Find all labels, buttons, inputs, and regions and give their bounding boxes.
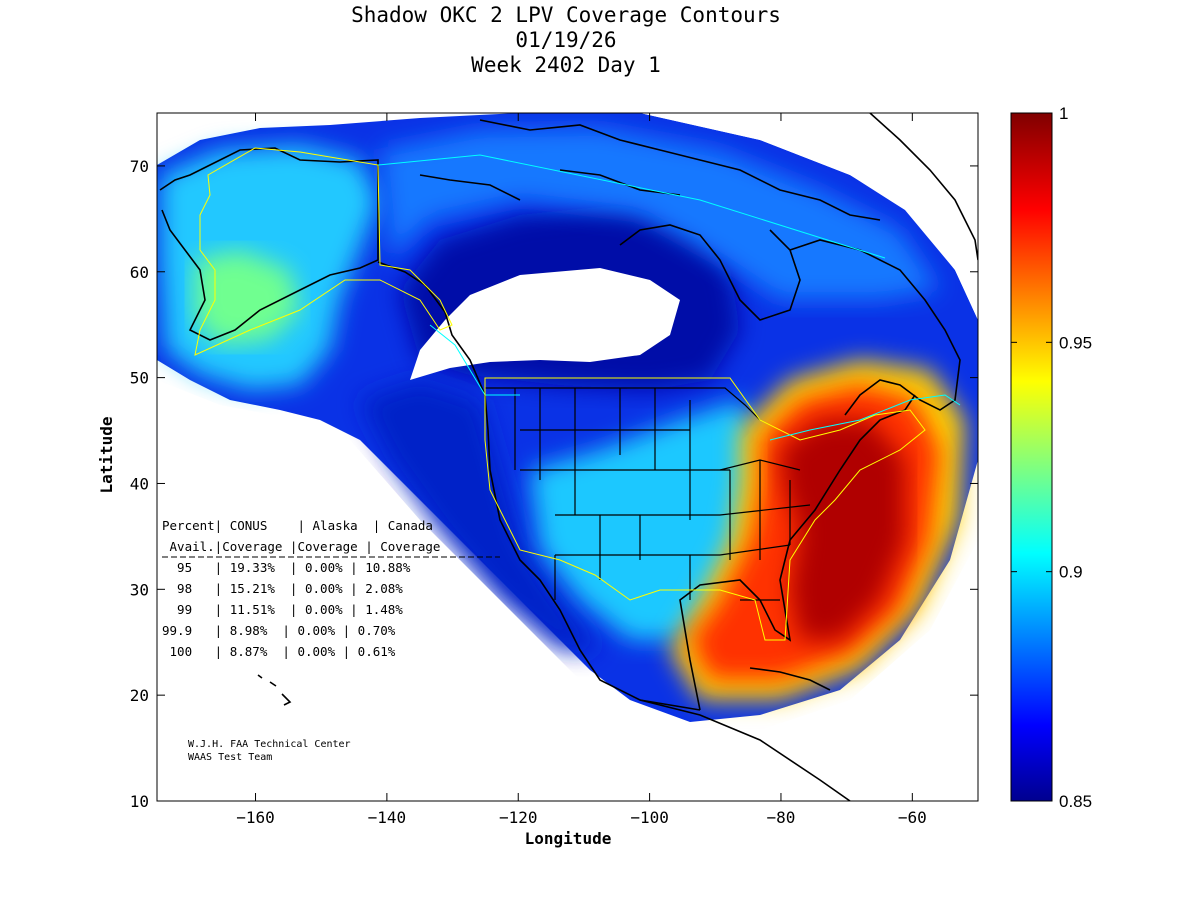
no-coverage-hole (410, 268, 680, 380)
y-tick-label: 40 (130, 474, 149, 493)
y-axis-ticks: 10 20 30 40 50 60 70 (130, 157, 978, 811)
x-tick-label: −120 (499, 808, 538, 827)
y-tick-label: 60 (130, 263, 149, 282)
title-line-3: Week 2402 Day 1 (471, 53, 661, 77)
x-tick-label: −160 (236, 808, 275, 827)
y-tick-label: 50 (130, 369, 149, 388)
title-line-1: Shadow OKC 2 LPV Coverage Contours (351, 3, 781, 27)
y-tick-label: 70 (130, 157, 149, 176)
coastline-hawaii (257, 674, 292, 706)
x-tick-label: −60 (898, 808, 927, 827)
coastline-cuba (639, 667, 851, 801)
colorbar (1010, 112, 1053, 802)
title-line-2: 01/19/26 (515, 28, 617, 52)
x-tick-label: −80 (767, 808, 796, 827)
coverage-region-east-peak (780, 420, 905, 640)
coverage-region-dark-west (360, 380, 600, 650)
table-row: 100 | 8.87% | 0.00% | 0.61% (162, 644, 396, 659)
coastline-arctic-islands (419, 119, 881, 221)
credit-line-1: W.J.H. FAA Technical Center (188, 739, 351, 750)
table-row: 98 | 15.21% | 0.00% | 2.08% (162, 581, 403, 596)
coverage-region-alaska-core (195, 250, 300, 345)
colorbar-tick-label: 0.85 (1059, 792, 1092, 811)
colorbar-tick-label: 0.95 (1059, 333, 1092, 352)
x-tick-label: −100 (630, 808, 669, 827)
coastline-greenland (869, 113, 978, 261)
y-axis-label: Latitude (97, 416, 116, 493)
coastline-pacific-northwest (377, 261, 701, 711)
coverage-region-north (380, 128, 940, 300)
table-header-1: Percent| CONUS | Alaska | Canada (162, 518, 433, 533)
us-border-north (485, 387, 761, 421)
y-tick-label: 20 (130, 686, 149, 705)
canada-boundary (377, 154, 886, 396)
colorbar-ticks: 1 0.95 0.9 0.85 (1011, 104, 1092, 811)
x-axis-label: Longitude (525, 829, 612, 848)
east-canada-boundary (769, 394, 961, 441)
coverage-contours (157, 113, 978, 801)
colorbar-tick-label: 1 (1059, 104, 1068, 123)
axes-frame (156, 112, 979, 802)
service-area-boundaries (194, 147, 961, 641)
table-header-2: Avail.|Coverage |Coverage | Coverage (162, 539, 440, 554)
x-tick-label: −140 (368, 808, 407, 827)
coverage-table: Percent| CONUS | Alaska | Canada Avail.|… (162, 518, 500, 659)
y-tick-label: 10 (130, 792, 149, 811)
colorbar-tick-label: 0.9 (1059, 563, 1083, 582)
x-axis-ticks: −160 −140 −120 −100 −80 −60 (236, 113, 927, 827)
table-row: 99 | 11.51% | 0.00% | 1.48% (162, 602, 403, 617)
coastline-labrador (789, 239, 961, 416)
state-borders (485, 387, 811, 601)
coastlines (159, 113, 978, 801)
coastline-hudson (619, 224, 801, 321)
coastline-alaska (159, 147, 379, 341)
alaska-boundary (194, 147, 453, 356)
credit-line-2: WAAS Test Team (188, 752, 272, 763)
table-row: 99.9 | 8.98% | 0.00% | 0.70% (162, 623, 396, 638)
no-coverage-arctic (640, 113, 978, 320)
state-grid-west (514, 388, 730, 600)
state-grid-east (719, 459, 811, 601)
no-coverage-pacific (157, 380, 978, 801)
table-row: 95 | 19.33% | 0.00% | 10.88% (162, 560, 411, 575)
y-tick-label: 30 (130, 580, 149, 599)
conus-boundary (484, 377, 926, 641)
